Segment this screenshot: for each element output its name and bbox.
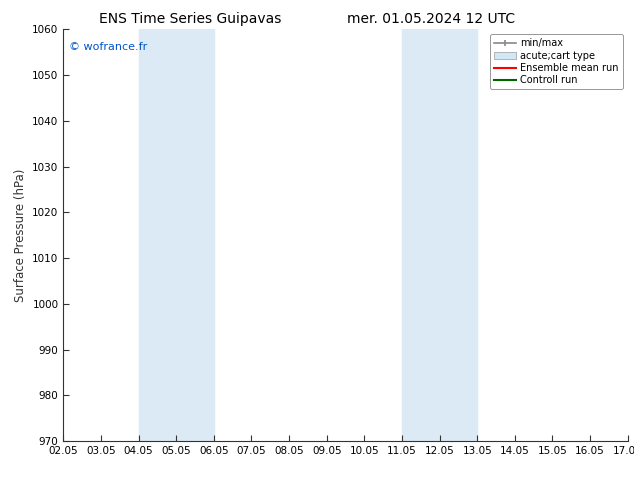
Text: © wofrance.fr: © wofrance.fr bbox=[69, 42, 147, 52]
Bar bbox=[402, 29, 477, 441]
Y-axis label: Surface Pressure (hPa): Surface Pressure (hPa) bbox=[14, 169, 27, 302]
Bar bbox=[139, 29, 214, 441]
Legend: min/max, acute;cart type, Ensemble mean run, Controll run: min/max, acute;cart type, Ensemble mean … bbox=[490, 34, 623, 89]
Text: mer. 01.05.2024 12 UTC: mer. 01.05.2024 12 UTC bbox=[347, 12, 515, 26]
Text: ENS Time Series Guipavas: ENS Time Series Guipavas bbox=[99, 12, 281, 26]
